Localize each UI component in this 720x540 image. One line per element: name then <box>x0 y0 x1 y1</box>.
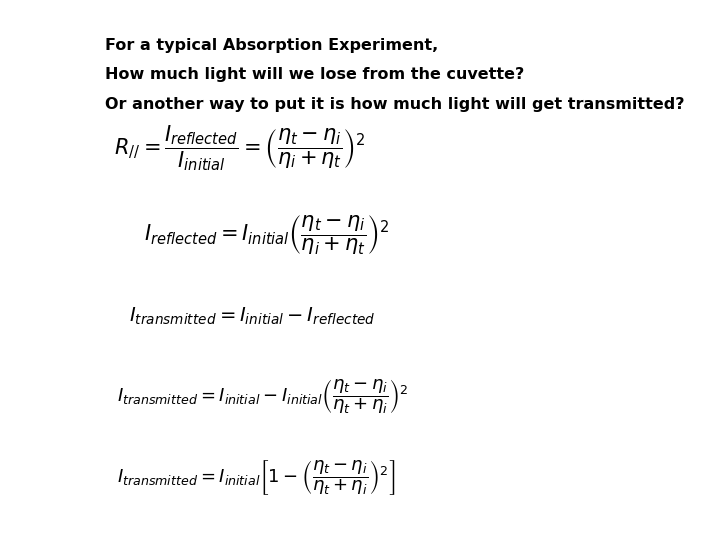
Text: $I_{transmitted} = I_{initial}\left[1 - \left(\dfrac{\eta_t - \eta_i}{\eta_t + \: $I_{transmitted} = I_{initial}\left[1 - … <box>117 458 395 497</box>
Text: Or another way to put it is how much light will get transmitted?: Or another way to put it is how much lig… <box>105 97 685 112</box>
Text: $I_{transmitted} = I_{initial} - I_{initial}\left(\dfrac{\eta_t - \eta_i}{\eta_t: $I_{transmitted} = I_{initial} - I_{init… <box>117 377 409 416</box>
Text: For a typical Absorption Experiment,: For a typical Absorption Experiment, <box>105 38 438 53</box>
Text: How much light will we lose from the cuvette?: How much light will we lose from the cuv… <box>105 68 524 83</box>
Text: $I_{reflected} = I_{initial}\left(\dfrac{\eta_t - \eta_i}{\eta_i + \eta_t}\right: $I_{reflected} = I_{initial}\left(\dfrac… <box>144 213 390 256</box>
Text: $I_{transmitted} = I_{initial} - I_{reflected}$: $I_{transmitted} = I_{initial} - I_{refl… <box>129 305 376 327</box>
Text: $R_{//} = \dfrac{I_{reflected}}{I_{initial}} = \left(\dfrac{\eta_t - \eta_i}{\et: $R_{//} = \dfrac{I_{reflected}}{I_{initi… <box>114 124 366 173</box>
